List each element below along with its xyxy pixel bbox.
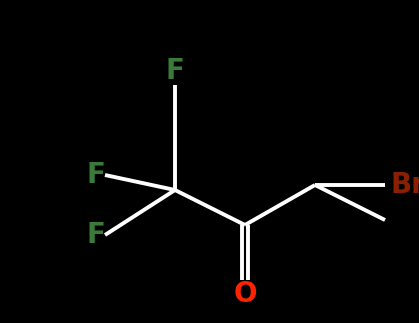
Text: O: O bbox=[233, 280, 257, 308]
Text: F: F bbox=[86, 221, 105, 249]
Text: F: F bbox=[166, 57, 184, 85]
Text: F: F bbox=[86, 161, 105, 189]
Text: Br: Br bbox=[390, 171, 419, 199]
